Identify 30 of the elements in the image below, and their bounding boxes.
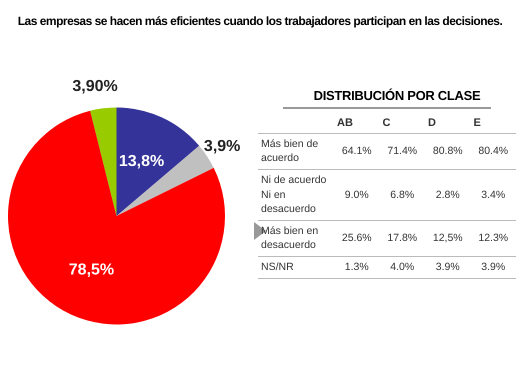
chart-title: DISTRIBUCIÓN POR CLASE xyxy=(312,88,482,103)
data-label: 3,90% xyxy=(72,78,118,95)
x-tick-label: D xyxy=(427,116,437,131)
data-label: 71.4% xyxy=(386,144,418,160)
data-label: 3.9% xyxy=(480,260,506,276)
y-tick-label: NS/NR xyxy=(260,260,295,276)
data-label: 1.3% xyxy=(344,260,370,276)
x-tick-label: AB xyxy=(336,116,354,131)
data-label: 64.1% xyxy=(340,144,373,160)
data-label: 80.8% xyxy=(432,144,464,160)
data-label: 12,5% xyxy=(432,231,464,246)
data-label: 80.4% xyxy=(477,144,510,160)
data-label: 13,8% xyxy=(118,153,164,170)
data-label: 25.6% xyxy=(340,231,373,246)
chart-title: Las empresas se hacen más eficientes cuando los trabajadores participan en las decisiones. xyxy=(16,14,504,28)
x-tick-label: E xyxy=(472,116,482,131)
data-label: 3.9% xyxy=(434,260,461,276)
data-label: 2.8% xyxy=(434,188,461,203)
data-label: 17.8% xyxy=(386,231,418,246)
data-label: 12.3% xyxy=(477,231,510,246)
data-label: 9.0% xyxy=(344,188,370,203)
y-tick-label: Más bien en desacuerdo xyxy=(260,224,320,254)
y-tick-label: Ni de acuerdo Ni en desacuerdo xyxy=(260,173,328,217)
x-tick-label: C xyxy=(382,116,392,131)
data-label: 3,9% xyxy=(204,138,240,155)
data-label: 78,5% xyxy=(68,262,114,279)
data-label: 4.0% xyxy=(389,260,416,276)
data-label: 6.8% xyxy=(389,188,416,203)
y-tick-label: Más bien de acuerdo xyxy=(260,137,320,166)
data-label: 3.4% xyxy=(480,188,506,203)
